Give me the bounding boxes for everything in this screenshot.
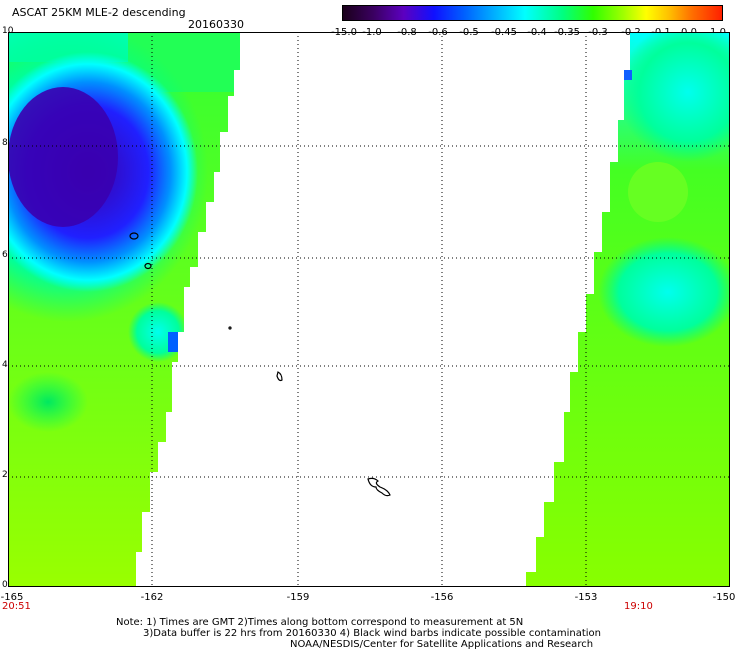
footer-note-1: Note: 1) Times are GMT 2)Times along bot… xyxy=(116,617,524,628)
x-tick-label: -165 xyxy=(0,592,24,603)
map-frame xyxy=(8,32,730,587)
y-tick-label: 6 xyxy=(2,250,8,260)
left-time: 20:51 xyxy=(2,601,31,612)
colorbar xyxy=(342,5,723,21)
map-title: ASCAT 25KM MLE-2 descending xyxy=(12,6,186,19)
y-tick-label: 4 xyxy=(2,360,8,370)
wind-map xyxy=(8,32,730,587)
footer-note-2: 3)Data buffer is 22 hrs from 20160330 4)… xyxy=(143,628,601,639)
grid-lines xyxy=(8,32,730,587)
y-tick-label: 0 xyxy=(2,580,8,590)
x-tick-label: -153 xyxy=(574,592,598,603)
right-time: 19:10 xyxy=(624,601,653,612)
footer-note-3: NOAA/NESDIS/Center for Satellite Applica… xyxy=(290,639,594,650)
x-tick-label: -162 xyxy=(140,592,164,603)
x-tick-label: -159 xyxy=(286,592,310,603)
map-date: 20160330 xyxy=(188,18,244,31)
y-tick-label: 2 xyxy=(2,470,8,480)
y-tick-label: 8 xyxy=(2,138,8,148)
island-outlines xyxy=(129,232,391,497)
y-tick-label: 10 xyxy=(2,26,14,36)
x-tick-label: -156 xyxy=(430,592,454,603)
x-tick-label: -150 xyxy=(712,592,736,603)
right-swath xyxy=(526,32,730,587)
left-swath xyxy=(8,32,240,587)
